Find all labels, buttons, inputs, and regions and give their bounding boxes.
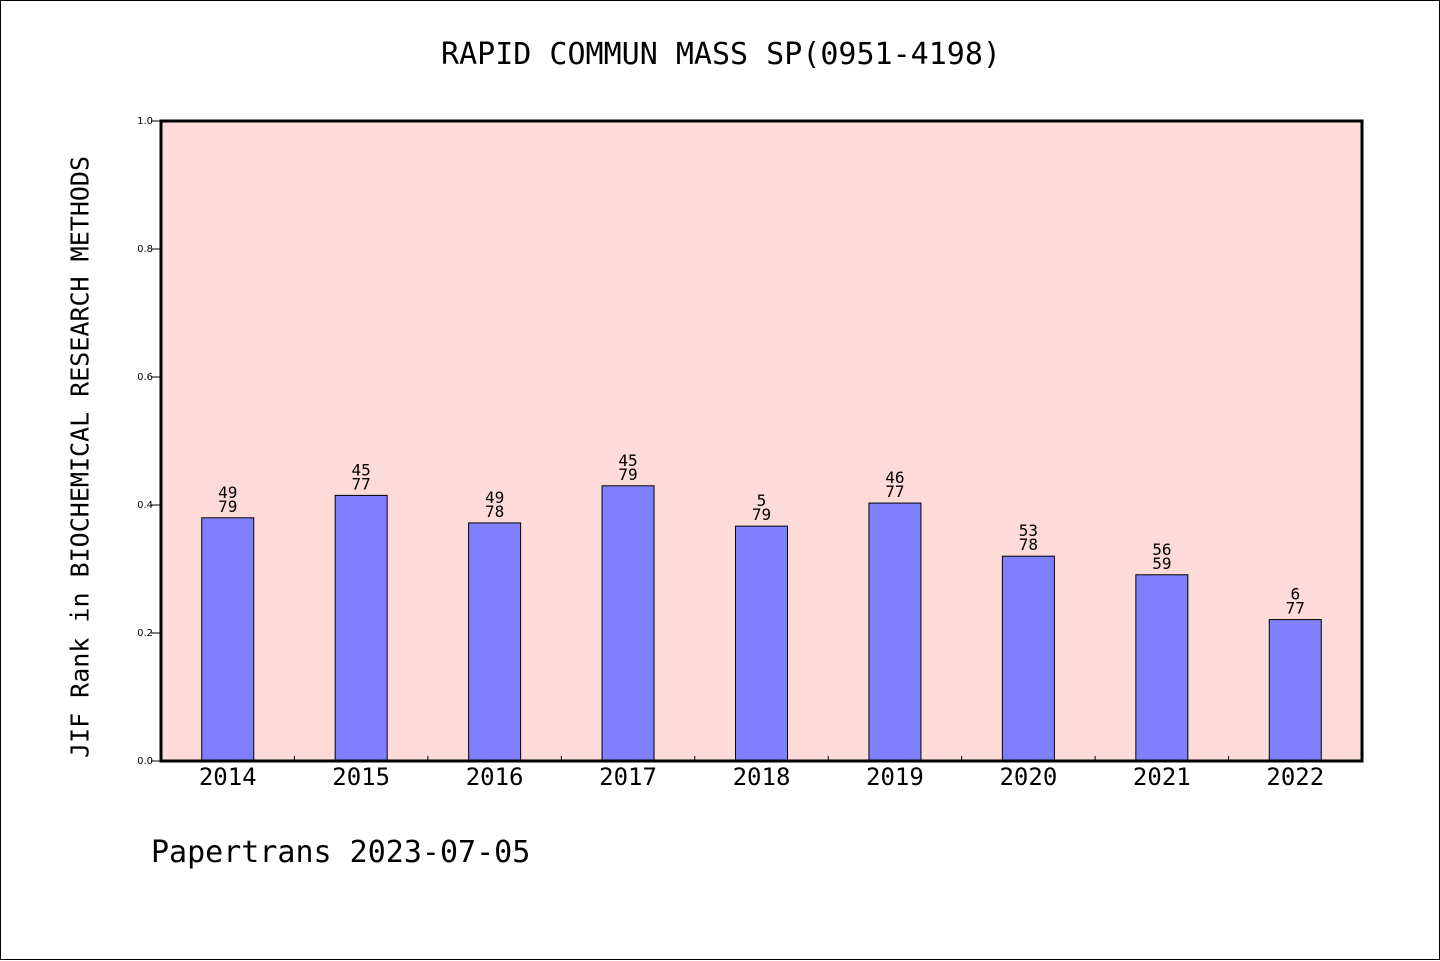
bar	[1001, 555, 1055, 762]
chart-title: RAPID COMMUN MASS SP(0951-4198)	[441, 37, 1001, 72]
bar	[1135, 574, 1189, 762]
bar-label-top: 46	[885, 468, 904, 487]
bar-label-top: 56	[1152, 540, 1171, 559]
bar-label-bottom: 59	[1152, 554, 1171, 573]
bar-label-top: 49	[485, 488, 504, 507]
bar-label-bottom: 79	[618, 465, 637, 484]
bar-label-top: 45	[618, 451, 637, 470]
footer-credit: Papertrans 2023-07-05	[151, 835, 531, 870]
bar	[1268, 619, 1322, 762]
y-tick-label: 0.0	[137, 756, 153, 767]
bar-label-bottom: 79	[752, 505, 771, 524]
x-tick-label: 2020	[999, 763, 1057, 791]
x-tick-label: 2016	[466, 763, 524, 791]
bar-label-bottom: 77	[1286, 599, 1305, 618]
bar-label-bottom: 77	[885, 482, 904, 501]
bar	[468, 522, 522, 762]
bar-label-top: 5	[757, 491, 767, 510]
y-tick-label: 0.2	[137, 628, 153, 639]
bar-label-bottom: 78	[1019, 535, 1038, 554]
bar	[334, 494, 388, 762]
y-tick-label: 0.6	[137, 372, 153, 383]
bar	[868, 502, 922, 762]
y-tick-label: 1.0	[137, 116, 153, 127]
bar-label-top: 53	[1019, 521, 1038, 540]
x-tick-label: 2021	[1133, 763, 1191, 791]
y-tick-label: 0.4	[137, 500, 153, 511]
bar-label-bottom: 79	[218, 497, 237, 516]
bar	[201, 517, 255, 762]
bar-label-bottom: 78	[485, 502, 504, 521]
bar	[735, 525, 788, 762]
y-tick-label: 0.8	[137, 244, 153, 255]
x-tick-label: 2015	[332, 763, 390, 791]
bar-label-top: 49	[218, 483, 237, 502]
bar-label-top: 6	[1290, 585, 1300, 604]
plot-border	[159, 119, 1364, 763]
x-tick-label: 2022	[1266, 763, 1324, 791]
bar-label-top: 45	[352, 460, 371, 479]
x-tick-label: 2018	[733, 763, 791, 791]
x-tick-label: 2014	[199, 763, 257, 791]
bar	[601, 485, 655, 762]
x-tick-label: 2017	[599, 763, 657, 791]
bar-label-bottom: 77	[352, 474, 371, 493]
x-tick-label: 2019	[866, 763, 924, 791]
